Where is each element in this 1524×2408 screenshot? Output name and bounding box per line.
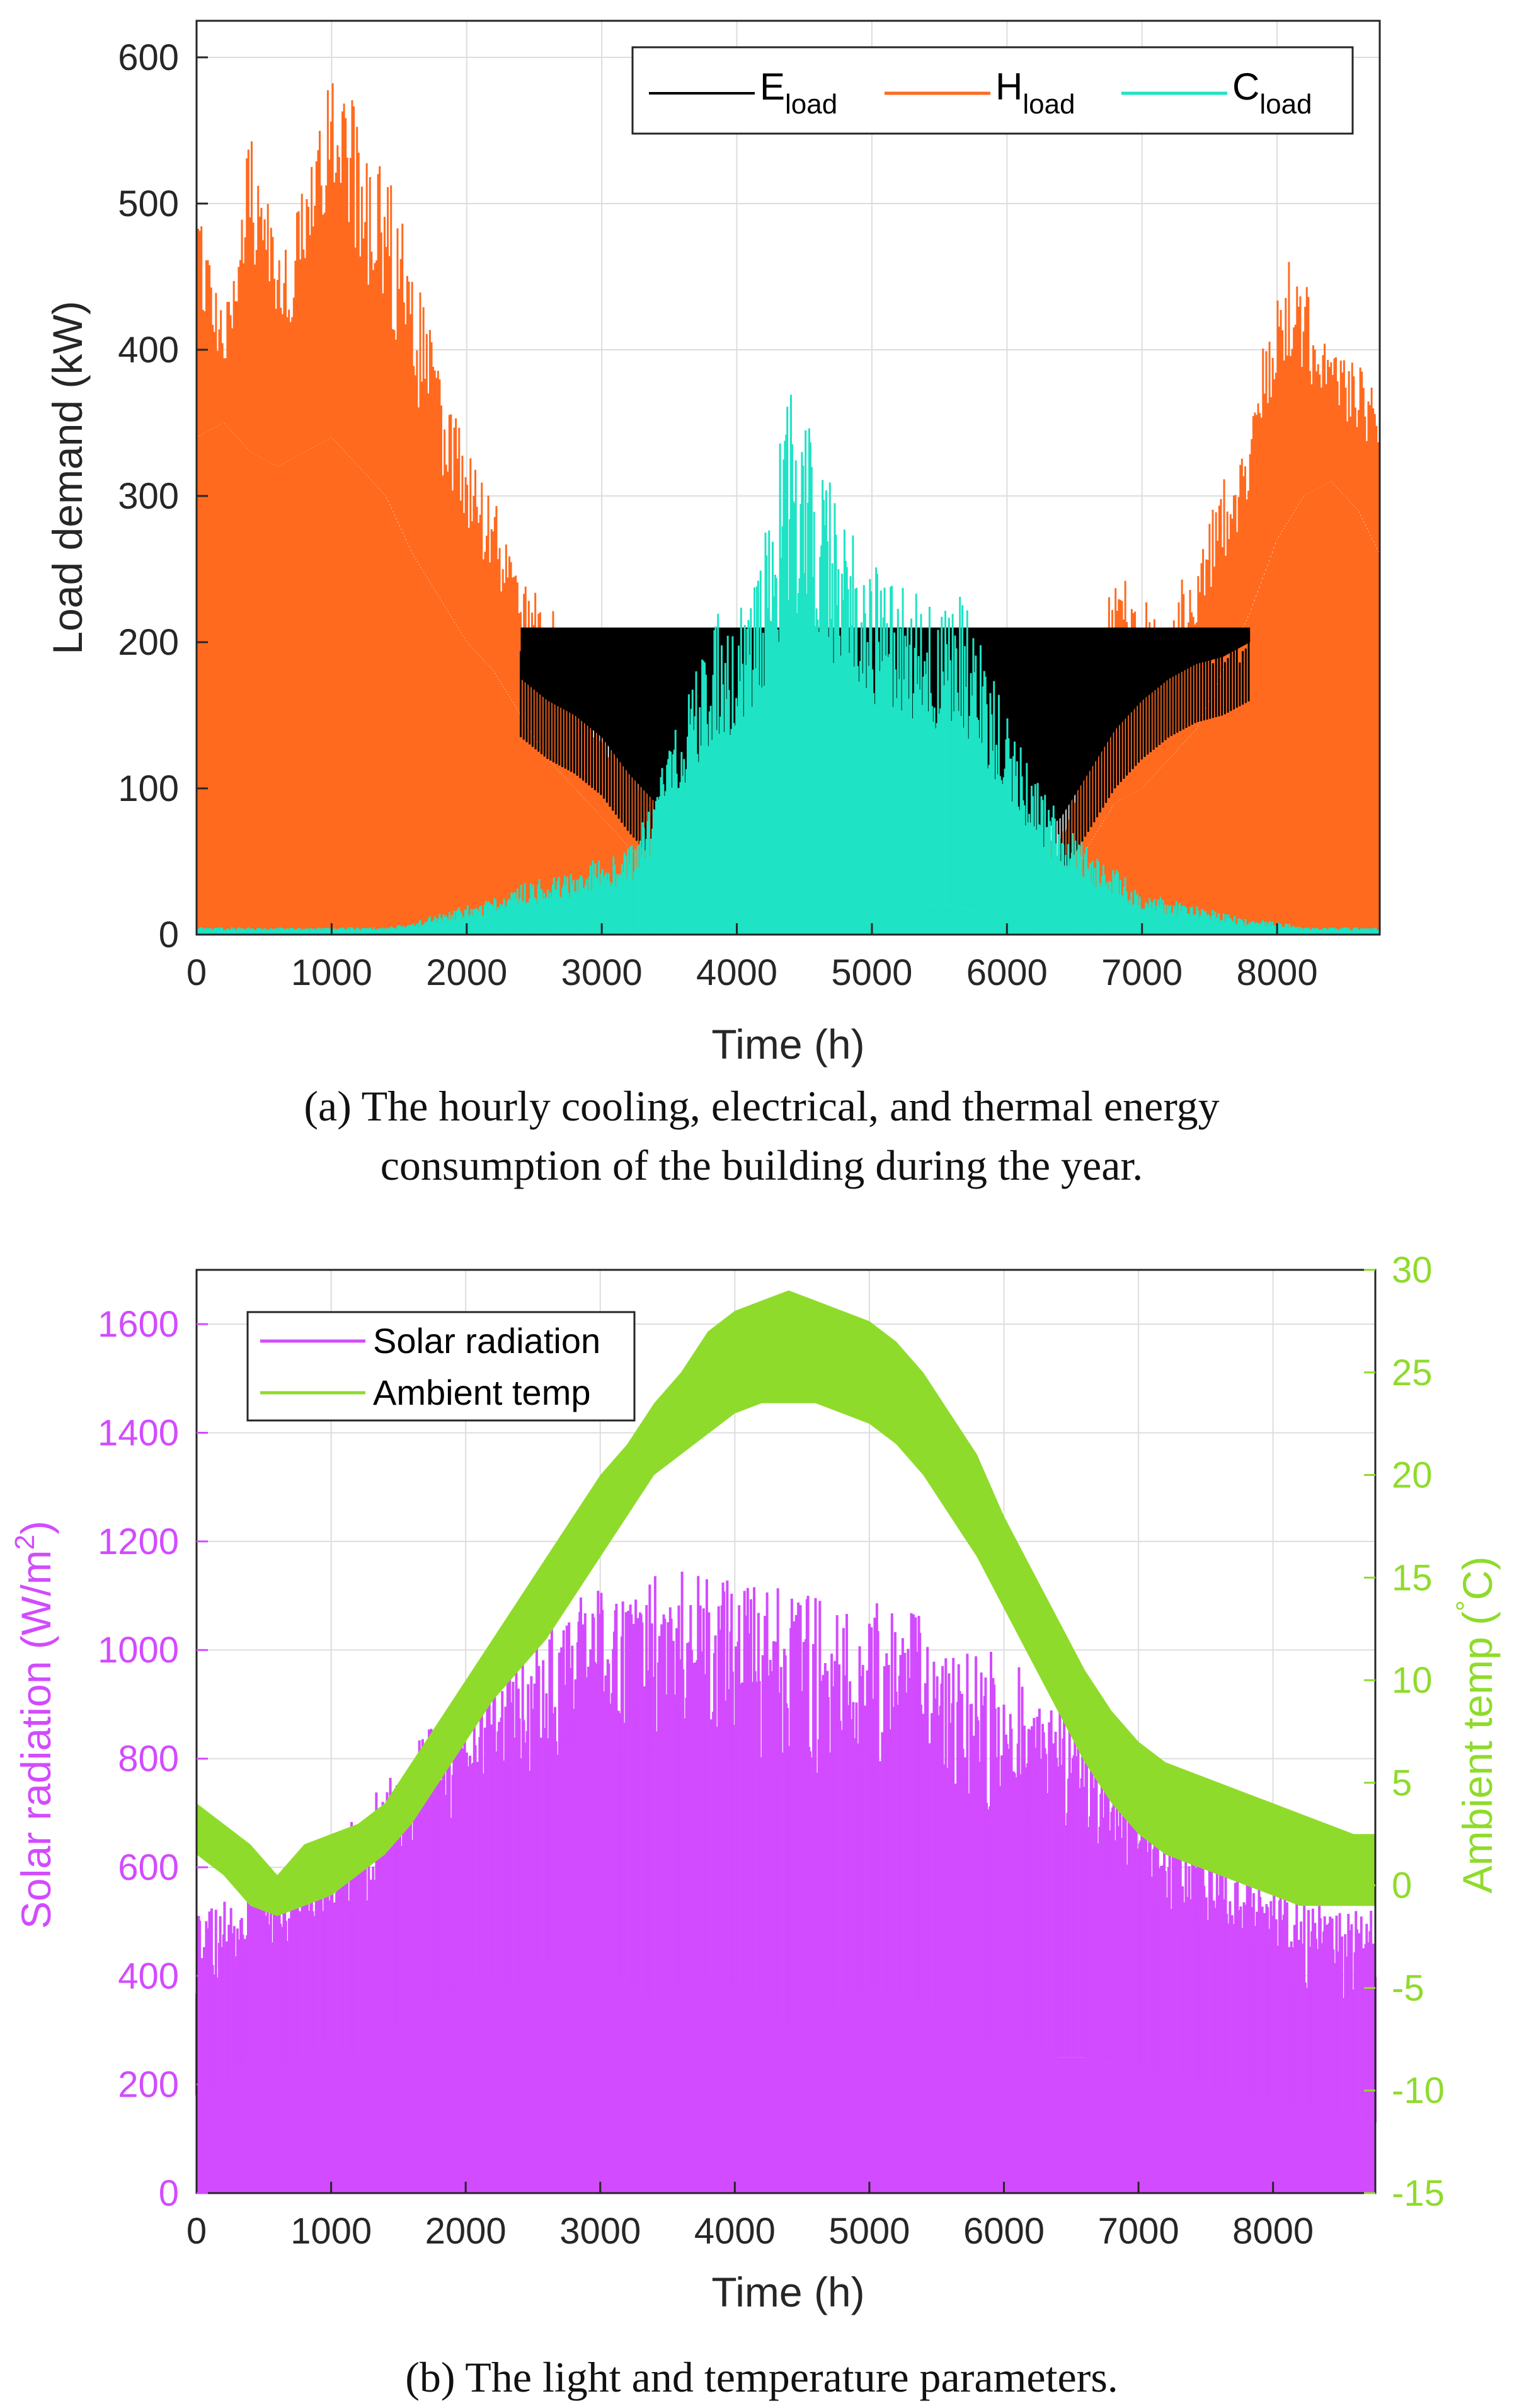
x-tick-label-b: 2000 xyxy=(425,2211,507,2252)
x-axis-label-b: Time (h) xyxy=(711,2269,864,2315)
y-tick-label-right-b: 20 xyxy=(1392,1455,1433,1496)
legend-label-eload: Eload xyxy=(760,66,837,120)
y-tick-label-right-b: 5 xyxy=(1392,1763,1412,1804)
x-tick-label-b: 5000 xyxy=(828,2211,910,2252)
y-tick-label-a: 200 xyxy=(118,622,179,663)
y-tick-label-left-b: 1000 xyxy=(98,1630,179,1671)
x-tick-label-b: 0 xyxy=(186,2211,207,2252)
x-tick-label-a: 6000 xyxy=(966,952,1048,993)
y-tick-label-a: 400 xyxy=(118,330,179,371)
x-tick-label-b: 4000 xyxy=(694,2211,776,2252)
caption-b: (b) The light and temperature parameters… xyxy=(405,2353,1118,2401)
legend-label-temp: Ambient temp xyxy=(373,1373,591,1412)
y-ticks-left-b: 0 200 400 600 800 1000 1200 1400 1600 xyxy=(98,1304,208,2214)
y-tick-label-a: 600 xyxy=(118,37,179,78)
y-tick-label-right-b: -10 xyxy=(1392,2070,1445,2111)
series-a xyxy=(195,83,1381,935)
legend-box-a xyxy=(631,46,1354,135)
legend-label-cload: Cload xyxy=(1232,66,1312,120)
x-tick-label-a: 5000 xyxy=(831,952,912,993)
y-axis-label-right-b: Ambient temp (°C) xyxy=(1451,1557,1501,1894)
x-tick-label-a: 3000 xyxy=(561,952,643,993)
y-tick-label-right-b: 25 xyxy=(1392,1352,1433,1393)
x-tick-label-a: 1000 xyxy=(291,952,372,993)
caption-a-line1: (a) The hourly cooling, electrical, and … xyxy=(304,1082,1219,1130)
y-tick-label-right-b: 30 xyxy=(1392,1250,1433,1291)
series-b xyxy=(195,1290,1377,2193)
y-axis-label-a: Load demand (kW) xyxy=(44,301,91,654)
x-tick-label-a: 8000 xyxy=(1237,952,1318,993)
y-tick-label-a: 300 xyxy=(118,476,179,517)
panel-a: 0 1000 2000 3000 4000 5000 6000 7000 8000 0 100 20… xyxy=(44,20,1381,1189)
plot-frame-a xyxy=(195,20,1381,936)
x-tick-label-b: 1000 xyxy=(290,2211,372,2252)
y-tick-label-a: 0 xyxy=(159,914,179,955)
y-tick-label-right-b: 15 xyxy=(1392,1557,1433,1598)
legend-b: Solar radiation Ambient temp xyxy=(246,1311,636,1422)
y-tick-label-left-b: 200 xyxy=(118,2065,179,2106)
x-ticks-a: 0 1000 2000 3000 4000 5000 6000 7000 8000 xyxy=(186,923,1318,993)
y-tick-label-left-b: 0 xyxy=(159,2173,179,2214)
caption-a-line2: consumption of the building during the y… xyxy=(381,1141,1143,1189)
y-tick-label-left-b: 1200 xyxy=(98,1521,179,1562)
y-tick-label-right-b: -15 xyxy=(1392,2173,1445,2214)
legend-label-solar: Solar radiation xyxy=(373,1321,600,1361)
y-tick-label-left-b: 800 xyxy=(118,1739,179,1780)
legend-a: Eload Hload Cload xyxy=(631,46,1354,135)
x-axis-label-a: Time (h) xyxy=(711,1021,864,1068)
y-tick-label-right-b: 10 xyxy=(1392,1660,1433,1701)
y-tick-label-left-b: 1600 xyxy=(98,1304,179,1345)
series-solar-base xyxy=(197,1965,1375,2193)
y-axis-label-left-b: Solar radiation (W/m2) xyxy=(9,1521,59,1929)
x-tick-label-b: 3000 xyxy=(559,2211,641,2252)
x-tick-label-b: 7000 xyxy=(1098,2211,1179,2252)
y-tick-label-left-b: 400 xyxy=(118,1956,179,1996)
plot-frame-b xyxy=(195,1269,1377,2194)
y-tick-label-a: 500 xyxy=(118,183,179,224)
y-tick-label-right-b: -5 xyxy=(1392,1967,1424,2008)
x-tick-label-b: 8000 xyxy=(1232,2211,1314,2252)
series-cload-base xyxy=(197,883,1380,935)
legend-box-b xyxy=(246,1311,636,1422)
legend-label-hload: Hload xyxy=(995,66,1075,120)
x-ticks-b: 0 1000 2000 3000 4000 5000 6000 7000 8000 xyxy=(186,2182,1314,2252)
x-tick-label-a: 4000 xyxy=(696,952,777,993)
x-tick-label-a: 2000 xyxy=(426,952,507,993)
x-tick-label-a: 0 xyxy=(186,952,207,993)
y-ticks-a: 0 100 200 300 400 500 600 xyxy=(118,37,208,955)
y-tick-label-right-b: 0 xyxy=(1392,1865,1412,1906)
series-temperature xyxy=(197,1290,1375,1916)
x-tick-label-a: 7000 xyxy=(1101,952,1183,993)
x-tick-label-b: 6000 xyxy=(963,2211,1045,2252)
y-tick-label-left-b: 600 xyxy=(118,1847,179,1888)
y-tick-label-left-b: 1400 xyxy=(98,1413,179,1454)
panel-b: 0 1000 2000 3000 4000 5000 6000 7000 8000 020040… xyxy=(9,1250,1501,2401)
series-hload-base xyxy=(197,423,1380,935)
y-ticks-right-b: -15 -10 -5 0 5 10 15 20 25 30 xyxy=(1364,1250,1445,2214)
y-tick-label-a: 100 xyxy=(118,768,179,809)
